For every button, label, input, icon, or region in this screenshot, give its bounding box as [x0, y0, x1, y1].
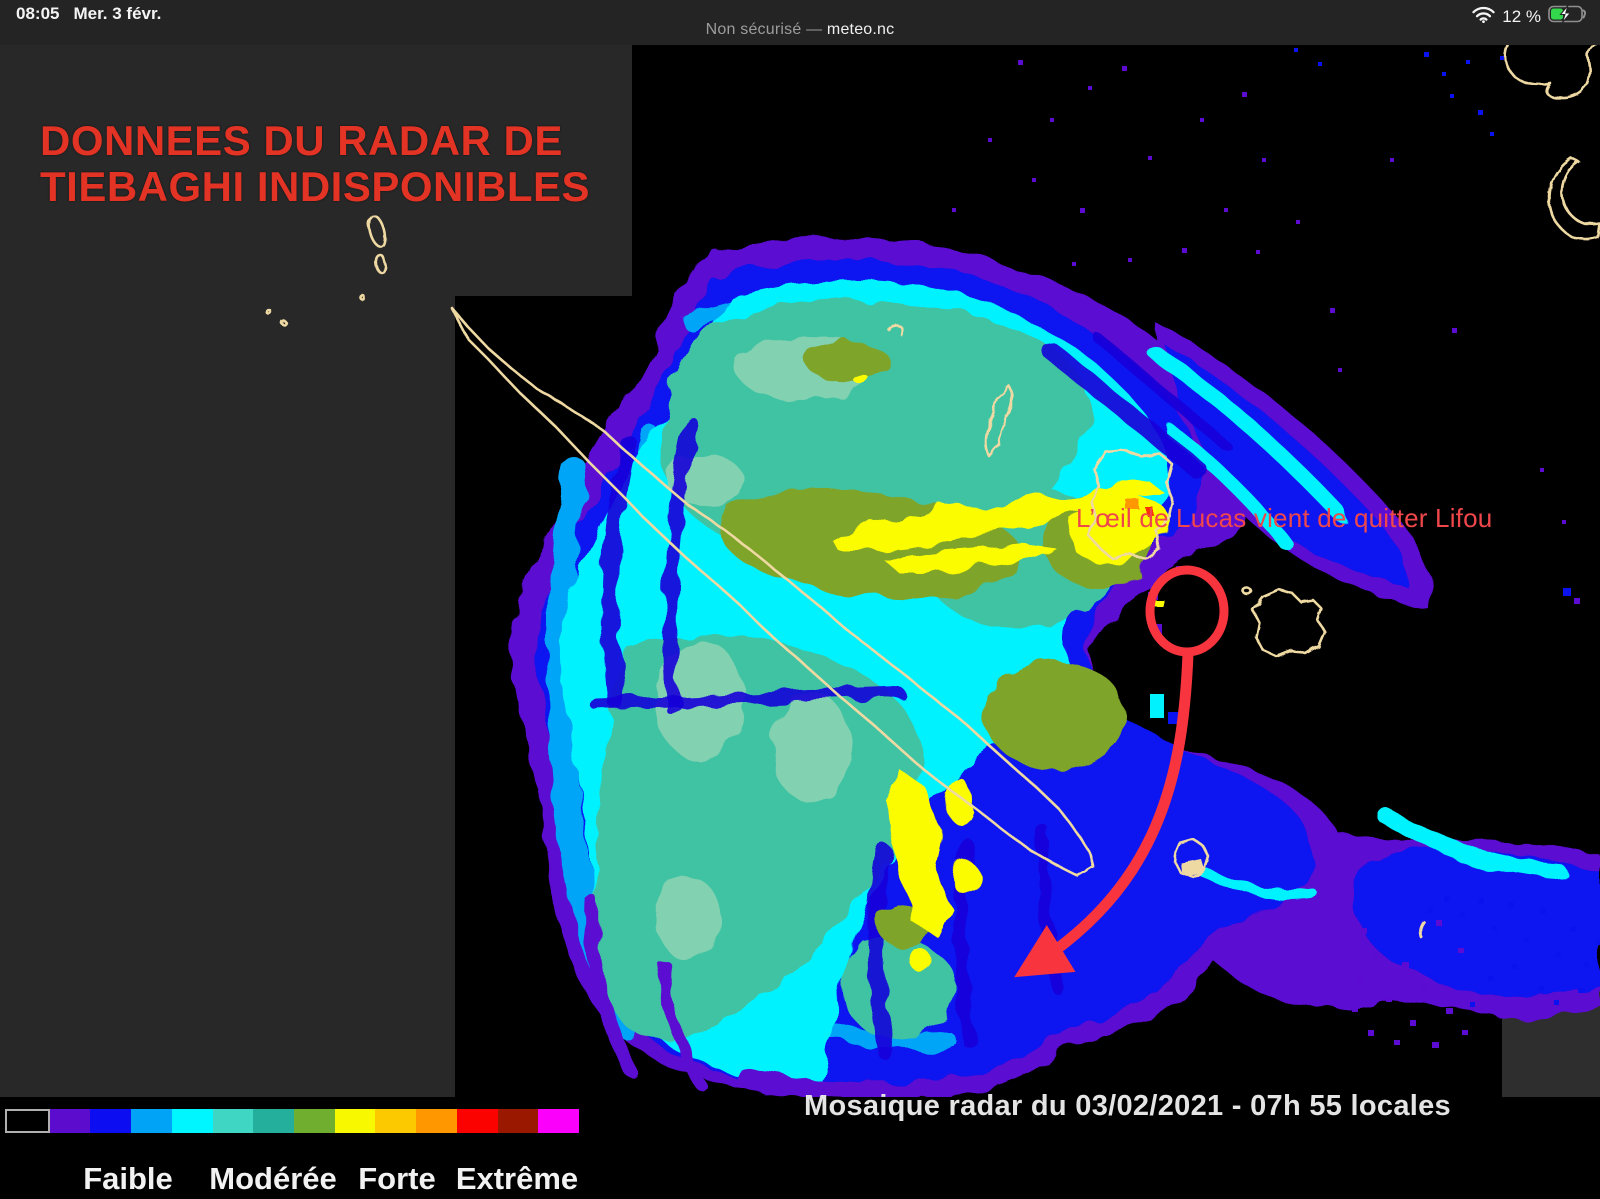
legend-swatch [212, 1109, 254, 1133]
legend-swatch [5, 1109, 50, 1133]
speckles-north [952, 60, 1566, 524]
warning-line-2: TIEBAGHI INDISPONIBLES [40, 163, 591, 210]
status-bar: 08:05 Mer. 3 févr. Non sécurisé — meteo.… [0, 0, 1600, 45]
security-label: Non sécurisé — [705, 21, 827, 38]
legend-label-faible: Faible [83, 1161, 173, 1196]
legend-swatch [497, 1109, 539, 1133]
belep-island [367, 214, 387, 248]
warning-line-1: DONNEES DU RADAR DE [40, 117, 563, 164]
legend-swatch [456, 1109, 498, 1133]
ouvea-island [984, 384, 1015, 458]
island-east-of-eye [1251, 588, 1327, 658]
eye-annotation [1014, 565, 1229, 978]
legend-swatch [334, 1109, 376, 1133]
track-arrow [1014, 648, 1194, 978]
battery-percent: 12 % [1502, 6, 1541, 26]
legend-swatch [416, 1109, 457, 1133]
legend-swatch [375, 1109, 417, 1133]
address-bar[interactable]: Non sécurisé — meteo.nc [0, 21, 1600, 39]
grande-terre-coast [450, 306, 1095, 878]
legend-swatch [171, 1109, 213, 1133]
battery-charging-icon [1548, 5, 1588, 28]
eye-annotation-label: L’œil de Lucas vient de quitter Lifou [1076, 503, 1493, 533]
island-northeast-2 [1547, 156, 1600, 242]
mosaic-caption: Mosaique radar du 03/02/2021 - 07h 55 lo… [804, 1090, 1451, 1122]
speckles-southeast [1352, 896, 1600, 1048]
site-host: meteo.nc [826, 21, 895, 38]
cyclone-precipitation [510, 236, 1600, 1101]
legend-swatch [90, 1109, 132, 1133]
legend-label-moderee: Modérée [209, 1161, 337, 1196]
coastlines [264, 41, 1600, 940]
legend-swatch [253, 1109, 295, 1133]
nodata-zone-north [0, 45, 632, 296]
island-northeast-1 [1503, 41, 1596, 100]
eye-circle [1145, 565, 1229, 657]
status-left: 08:05 Mer. 3 févr. [16, 4, 161, 24]
legend-label-forte: Forte [358, 1161, 436, 1196]
legend-swatch [538, 1109, 580, 1133]
status-right: 12 % [1472, 5, 1588, 28]
legend-label-extreme: Extrême [455, 1161, 579, 1196]
legend-swatch [294, 1109, 335, 1133]
lifou-island [1087, 448, 1175, 561]
date: Mer. 3 févr. [73, 4, 162, 23]
wifi-icon [1472, 6, 1495, 28]
clock: 08:05 [16, 4, 60, 23]
radar-unavailable-warning: DONNEES DU RADAR DE TIEBAGHI INDISPONIBL… [40, 118, 590, 210]
speckles-blue-ne [1294, 48, 1504, 136]
nodata-zone-west [0, 296, 455, 1097]
legend-swatch [131, 1109, 172, 1133]
legend-swatches [5, 1109, 580, 1133]
mare-island [1172, 837, 1210, 879]
legend-swatch [49, 1109, 91, 1133]
